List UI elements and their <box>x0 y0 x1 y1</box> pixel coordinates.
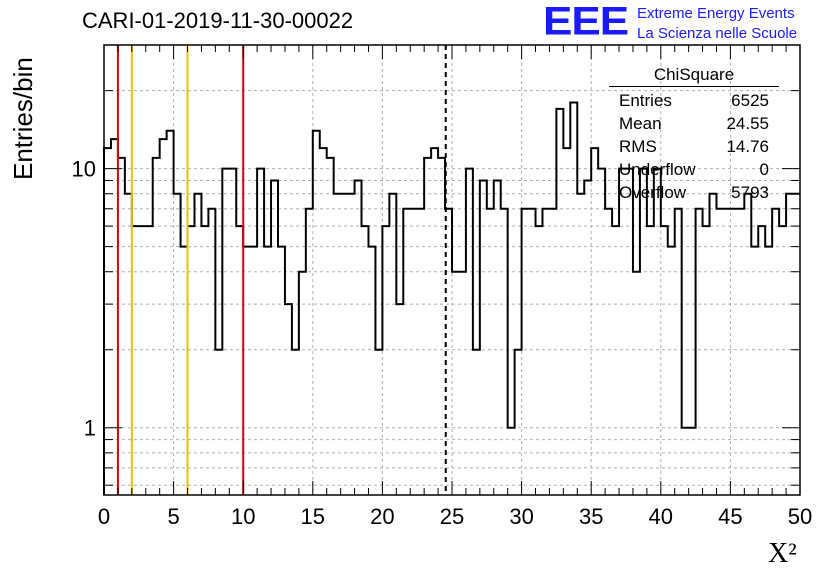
stats-row-entries: Entries 6525 <box>609 89 779 112</box>
logo-line-1: Extreme Energy Events <box>637 5 795 22</box>
histogram-outline <box>103 101 800 495</box>
stats-title: ChiSquare <box>609 65 779 87</box>
x-tick-label: 25 <box>440 504 464 529</box>
x-tick-label: 5 <box>167 504 179 529</box>
stats-label: Entries <box>619 91 672 110</box>
y-axis-label: Entries/bin <box>8 57 38 180</box>
x-tick-label: 35 <box>579 504 603 529</box>
stats-row-overflow: Overflow 5793 <box>609 181 779 204</box>
stats-label: Overflow <box>619 183 687 202</box>
stats-value: 5793 <box>731 183 769 202</box>
x-tick-label: 40 <box>649 504 673 529</box>
x-tick-label: 45 <box>718 504 742 529</box>
stats-value: 24.55 <box>726 114 769 133</box>
eee-logo: EEE <box>543 0 629 44</box>
stats-value: 14.76 <box>726 137 769 156</box>
tick-labels: 0 5 10 15 20 25 30 35 40 45 50 1 10 <box>72 157 813 529</box>
reference-lines <box>116 45 447 495</box>
stats-label: RMS <box>619 137 657 156</box>
axes <box>103 44 801 496</box>
x-tick-label: 50 <box>788 504 812 529</box>
stats-row-rms: RMS 14.76 <box>609 135 779 158</box>
x-axis-label: X² <box>768 538 797 569</box>
stats-row-underflow: Underflow 0 <box>609 158 779 181</box>
stats-box: ChiSquare Entries 6525 Mean 24.55 RMS 14.76… <box>609 65 779 204</box>
x-tick-label: 15 <box>301 504 325 529</box>
y-tick-label: 1 <box>84 416 96 441</box>
logo-line-2: La Scienza nelle Scuole <box>637 25 798 42</box>
stats-value: 0 <box>759 160 769 179</box>
x-tick-label: 30 <box>509 504 533 529</box>
stats-label: Mean <box>619 114 662 133</box>
x-tick-label: 20 <box>370 504 394 529</box>
histogram-bins <box>103 101 800 495</box>
x-tick-label: 0 <box>98 504 110 529</box>
stats-label: Underflow <box>619 160 696 179</box>
stats-row-mean: Mean 24.55 <box>609 112 779 135</box>
stats-value: 6525 <box>731 91 769 110</box>
chart-title: CARI-01-2019-11-30-00022 <box>82 8 354 33</box>
y-tick-label: 10 <box>72 157 96 182</box>
x-tick-label: 10 <box>231 504 255 529</box>
